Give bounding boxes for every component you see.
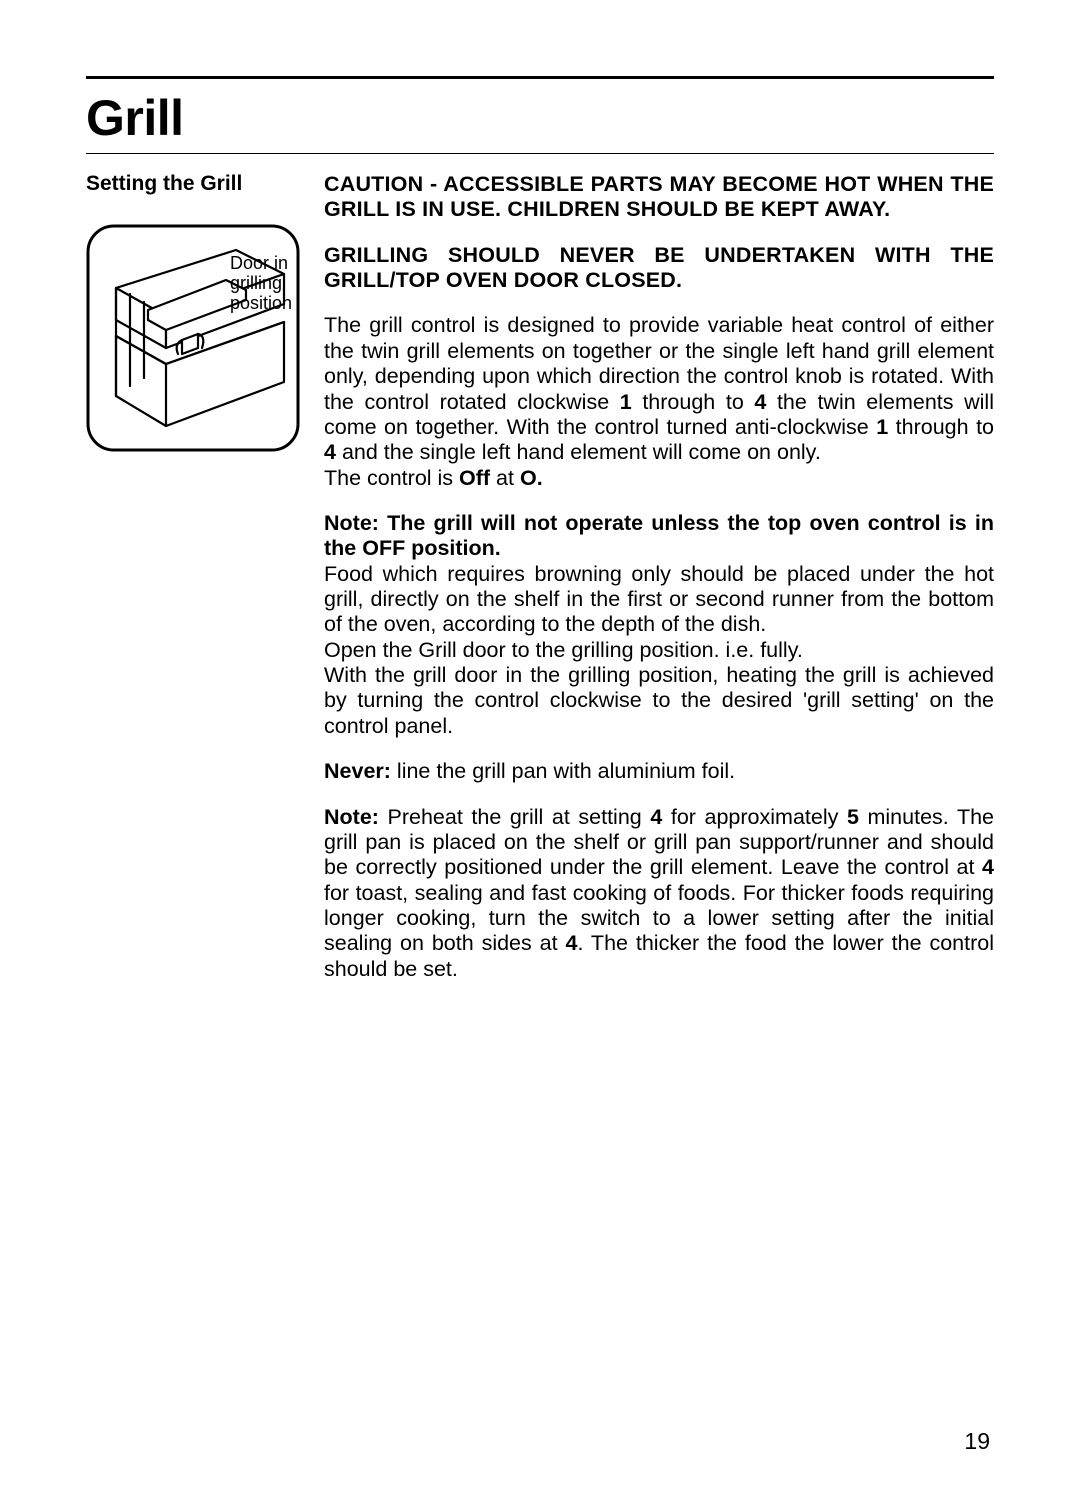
paragraph-off-at-o: The control is Off at O. (324, 466, 994, 491)
off-label: Off (459, 466, 490, 490)
setting-4e: 4 (565, 931, 577, 955)
right-column: CAUTION - ACCESSIBLE PARTS MAY BECOME HO… (324, 172, 994, 1002)
caution-hot-parts: CAUTION - ACCESSIBLE PARTS MAY BECOME HO… (324, 172, 994, 223)
setting-4d: 4 (982, 855, 994, 879)
sidebar-heading: Setting the Grill (86, 172, 300, 196)
left-column: Setting the Grill (86, 172, 300, 1002)
paragraph-browning: Food which requires browning only should… (324, 562, 994, 638)
paragraph-open-door: Open the Grill door to the grilling posi… (324, 638, 994, 663)
text-run: through to (888, 415, 994, 439)
note-label: Note: (324, 805, 379, 829)
paragraph-never-foil: Never: line the grill pan with aluminium… (324, 759, 994, 784)
under-rule (86, 153, 994, 154)
never-label: Never: (324, 759, 391, 783)
text-run: for approximately (662, 805, 847, 829)
diagram-label: Door in grilling position (230, 254, 310, 313)
two-column-layout: Setting the Grill (86, 172, 994, 1002)
text-run: through to (632, 390, 755, 414)
paragraph-heating: With the grill door in the grilling posi… (324, 663, 994, 739)
text-run: at (490, 466, 520, 490)
paragraph-grill-control: The grill control is designed to provide… (324, 313, 994, 465)
paragraph-preheat-note: Note: Preheat the grill at setting 4 for… (324, 805, 994, 983)
setting-4c: 4 (650, 805, 662, 829)
document-page: Grill Setting the Grill (0, 0, 1080, 1511)
text-run: and the single left hand element will co… (336, 440, 821, 464)
note-off-position: Note: The grill will not operate unless … (324, 511, 994, 562)
top-rule (86, 76, 994, 79)
o-label: O. (520, 466, 543, 490)
grill-diagram: Door in grilling position (86, 224, 300, 452)
page-number: 19 (964, 1428, 990, 1455)
text-run: The control is (324, 466, 459, 490)
setting-1b: 1 (876, 415, 888, 439)
text-run: line the grill pan with aluminium foil. (391, 759, 735, 783)
caution-door-closed: GRILLING SHOULD NEVER BE UNDERTAKEN WITH… (324, 243, 994, 294)
setting-1: 1 (620, 390, 632, 414)
setting-4: 4 (754, 390, 766, 414)
text-run: Preheat the grill at setting (379, 805, 650, 829)
minutes-5: 5 (847, 805, 859, 829)
setting-4b: 4 (324, 440, 336, 464)
page-title: Grill (86, 89, 994, 147)
